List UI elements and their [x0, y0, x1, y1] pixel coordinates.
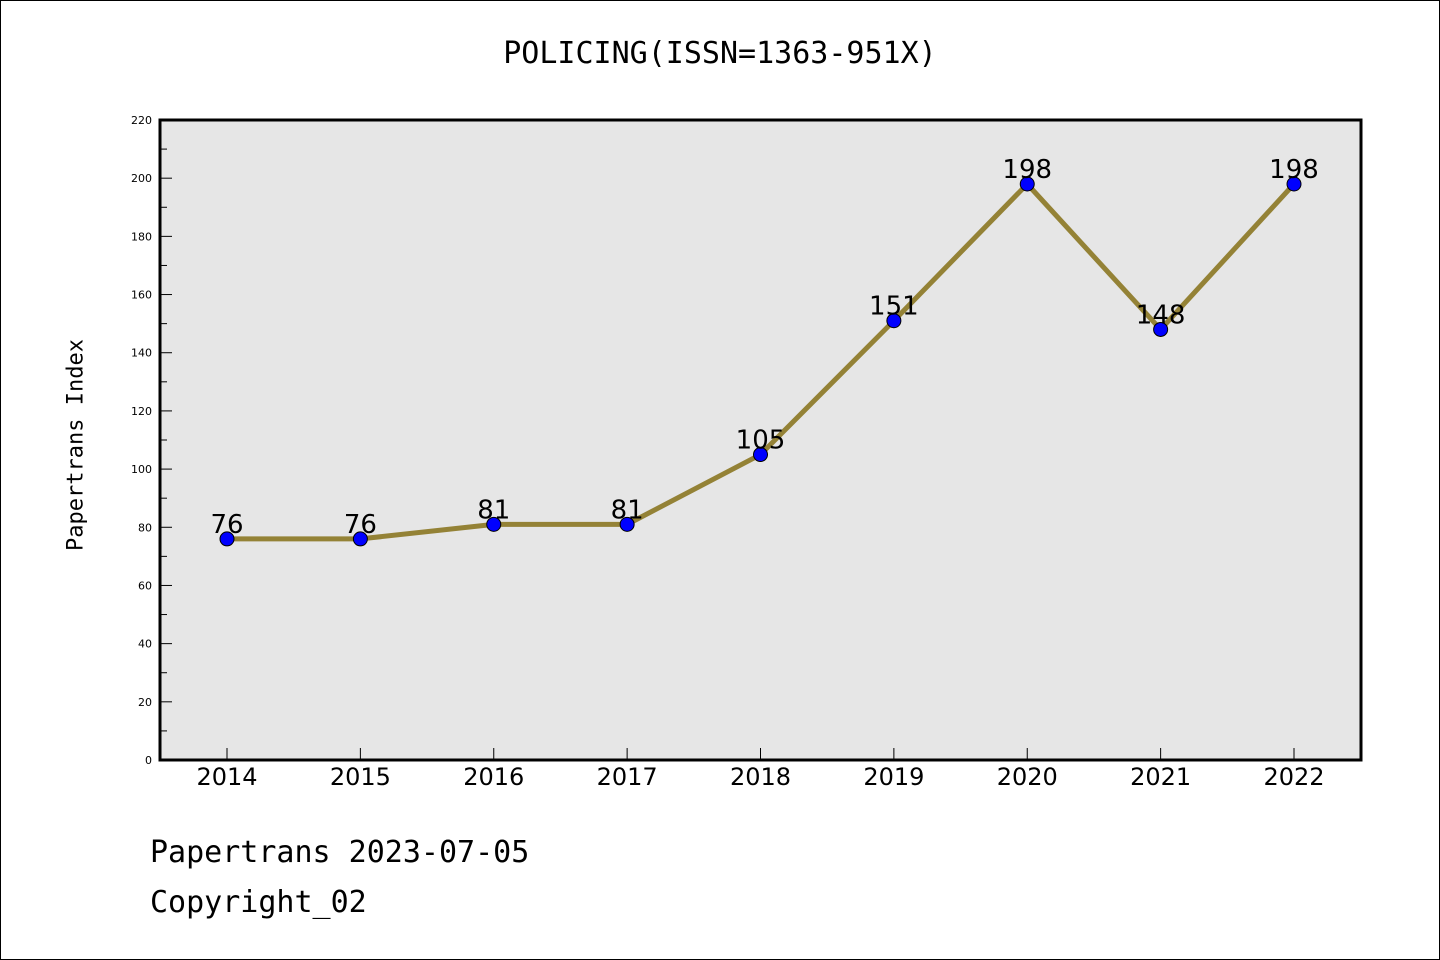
- data-label: 148: [1136, 300, 1186, 330]
- data-label: 81: [611, 495, 644, 525]
- data-label: 76: [210, 510, 243, 540]
- data-point: [1153, 321, 1169, 337]
- data-label: 198: [1269, 155, 1319, 185]
- x-tick-label: 2022: [1263, 763, 1324, 791]
- y-tick-label: 140: [131, 347, 152, 360]
- data-label: 76: [344, 510, 377, 540]
- y-tick-label: 120: [131, 405, 152, 418]
- footer-date-text: Papertrans 2023-07-05: [150, 835, 530, 870]
- data-point: [486, 516, 502, 532]
- data-label: 198: [1002, 155, 1052, 185]
- data-label: 81: [477, 495, 510, 525]
- data-label: 105: [736, 426, 786, 456]
- x-axis: 2014 2015 2016 2017 2018 2019 2020 2021 2022: [196, 748, 1325, 791]
- y-tick-label: 100: [131, 463, 152, 476]
- y-tick-label: 180: [131, 230, 152, 243]
- data-point: [753, 447, 768, 463]
- y-tick-label: 80: [138, 521, 152, 534]
- x-tick-label: 2017: [597, 763, 658, 791]
- y-tick-label: 200: [131, 172, 152, 185]
- data-point: [219, 531, 235, 547]
- y-tick-label: 160: [131, 289, 152, 302]
- data-point: [886, 313, 902, 329]
- chart-title: POLICING(ISSN=1363-951X): [503, 36, 937, 71]
- data-point: [619, 516, 635, 532]
- x-tick-label: 2016: [463, 763, 524, 791]
- y-tick-label: 40: [138, 638, 152, 651]
- series-markers: [219, 176, 1302, 547]
- plot-border: [158, 118, 1363, 762]
- x-tick-label: 2014: [196, 763, 257, 791]
- x-tick-label: 2018: [730, 763, 791, 791]
- footer-copyright-text: Copyright_02: [150, 885, 367, 920]
- plot-area: [160, 120, 1361, 760]
- data-labels: 76 76 81 81 105 151 198 148 198: [210, 155, 1318, 540]
- x-tick-label: 2019: [863, 763, 924, 791]
- x-tick-label: 2015: [330, 763, 391, 791]
- data-point: [1286, 176, 1302, 192]
- y-tick-label: 20: [138, 696, 152, 709]
- data-label: 151: [869, 292, 919, 322]
- data-point: [352, 531, 368, 547]
- x-tick-label: 2021: [1130, 763, 1191, 791]
- y-tick-label: 220: [131, 114, 152, 127]
- data-point: [1019, 176, 1035, 192]
- y-tick-label: 0: [145, 754, 152, 767]
- x-tick-label: 2020: [997, 763, 1058, 791]
- y-tick-label: 60: [138, 579, 152, 592]
